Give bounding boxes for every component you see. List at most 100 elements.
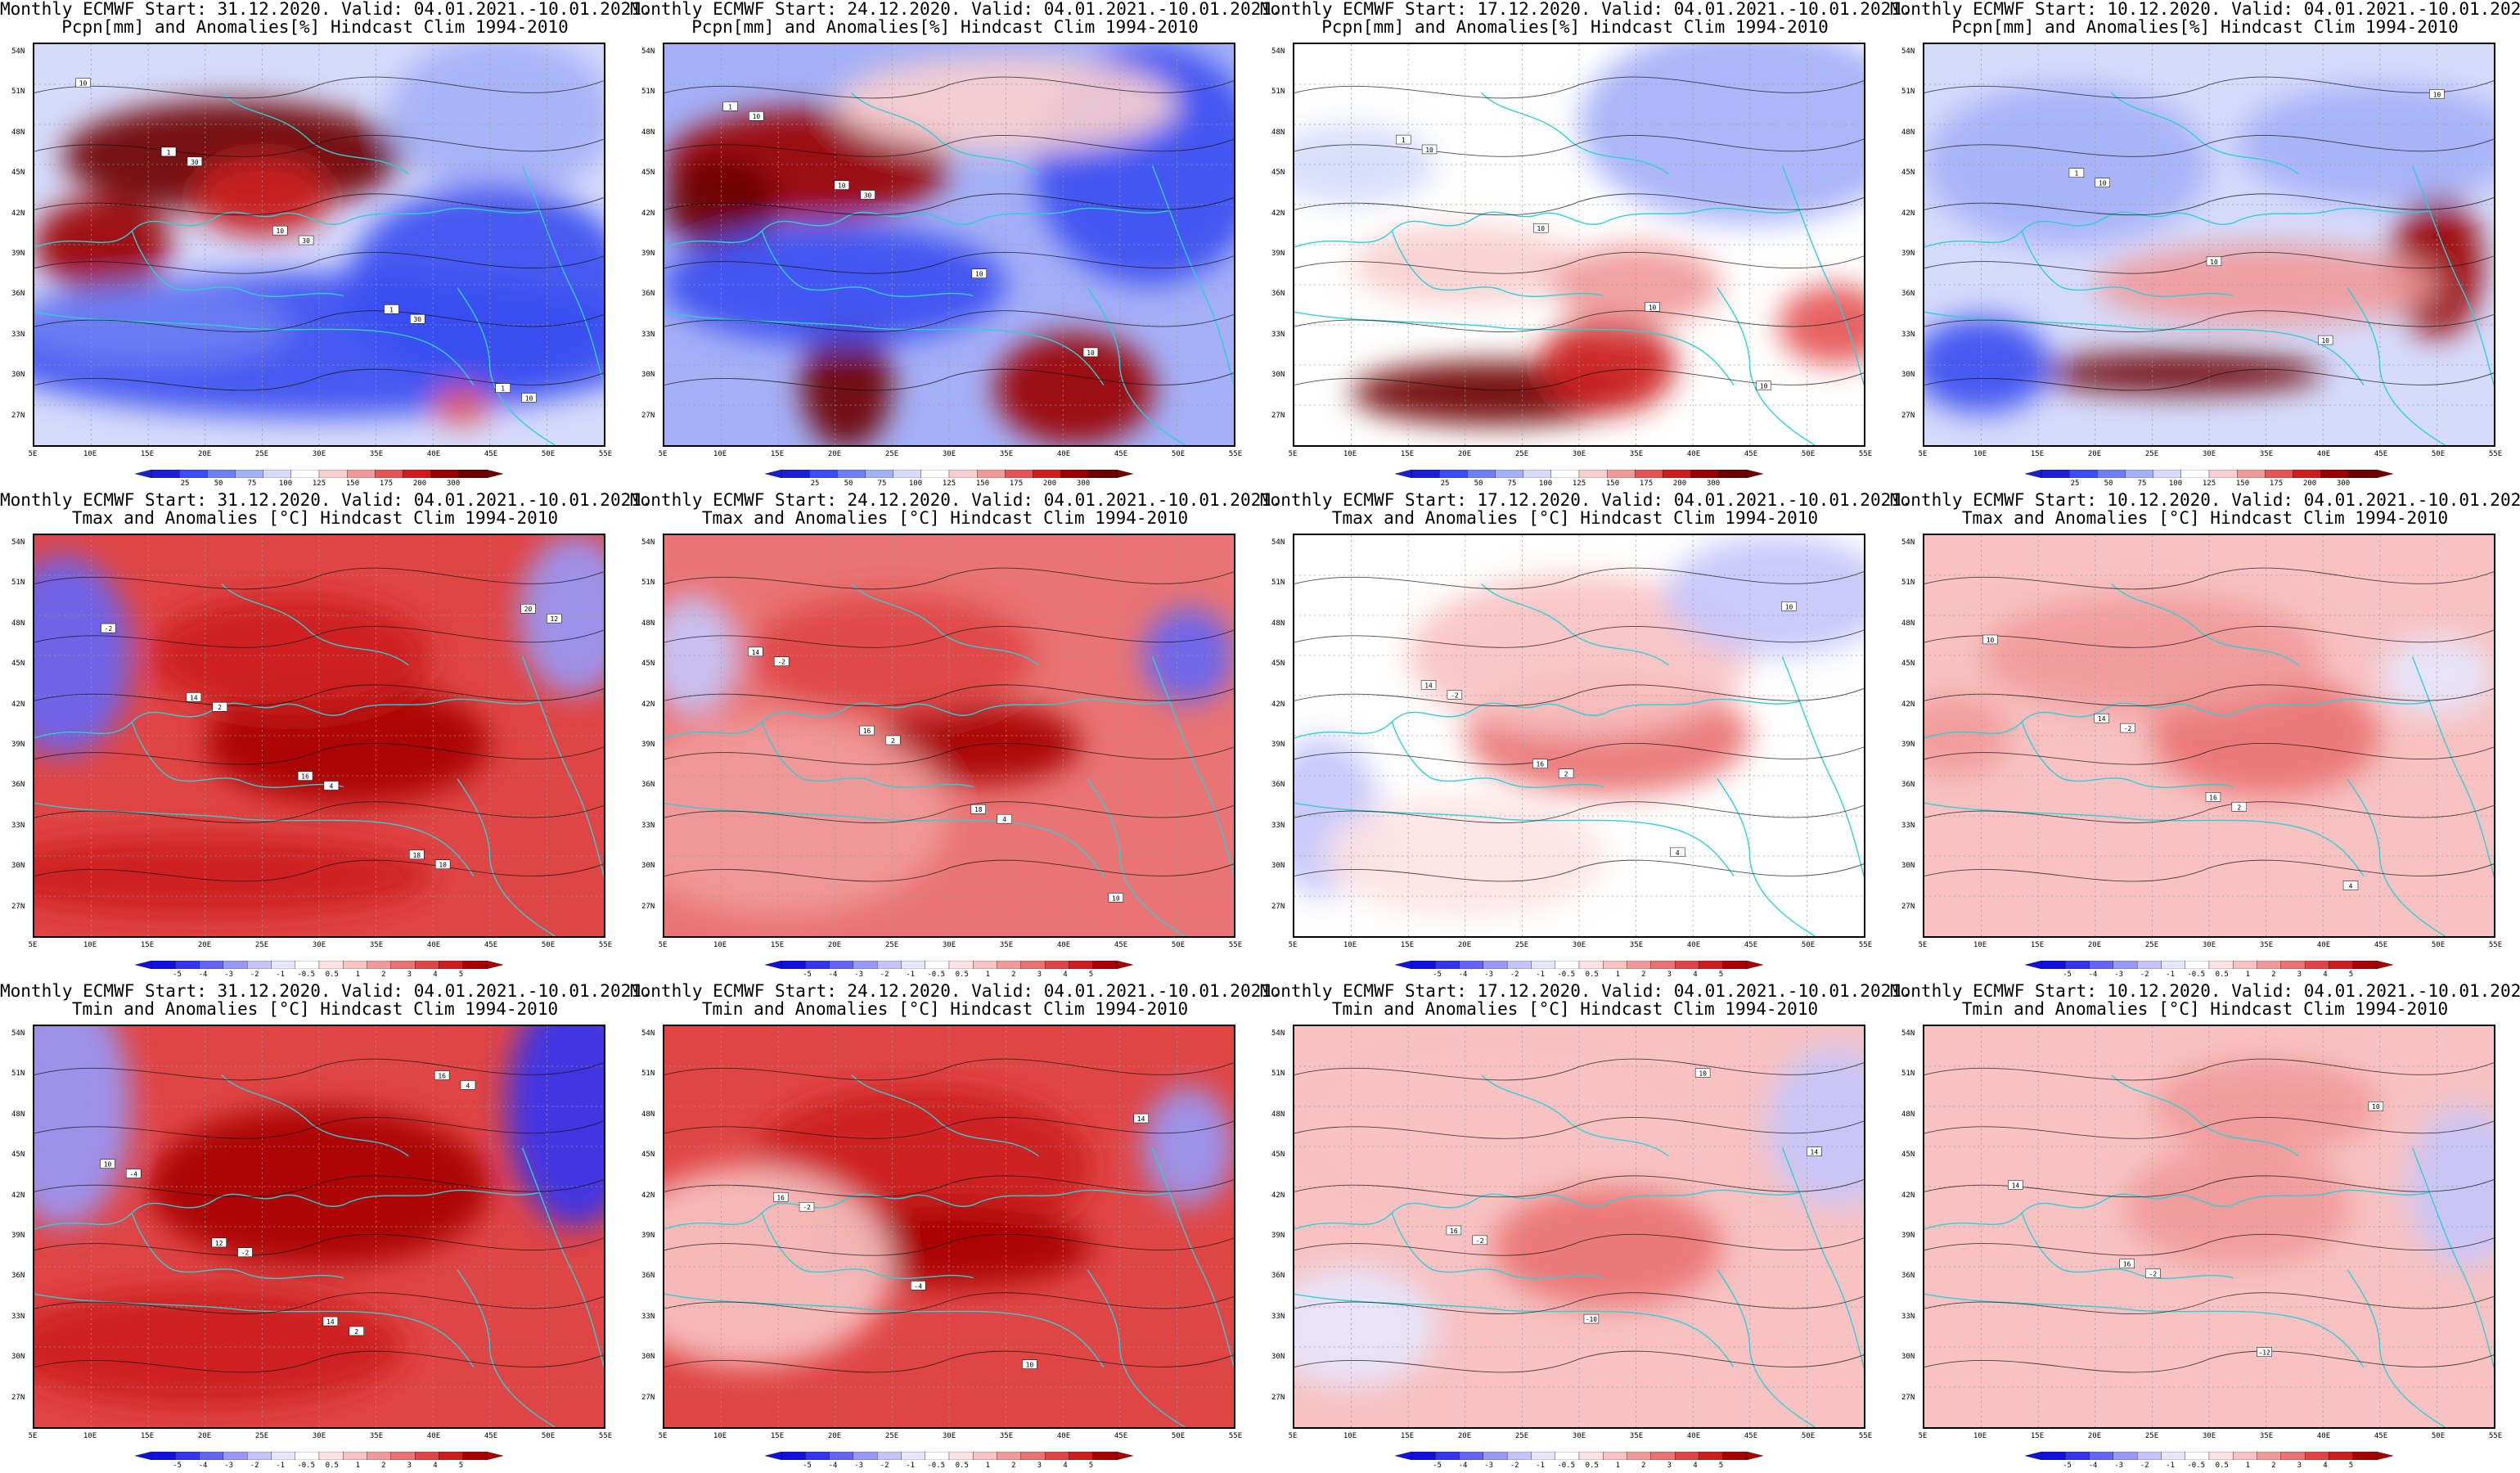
latitude-label: 30N [1901,862,1915,871]
latitude-label: 48N [1271,1110,1285,1119]
colorbar-swatch [781,470,810,478]
latitude-label: 51N [641,88,655,97]
latitude-label: 51N [641,579,655,588]
colorbar-tick-label: 50 [1474,480,1483,488]
colorbar-swatch [1603,961,1627,969]
anomaly-field: 10 30 10 10 1 10 [664,44,1234,445]
latitude-label: 54N [641,538,655,547]
colorbar [2025,1452,2393,1460]
forecast-panel: Monthly ECMWF Start: 10.12.2020. Valid: … [1890,491,2520,982]
latitude-label: 30N [641,1353,655,1362]
longitude-label: 15E [140,941,155,949]
contour-label: 4 [330,782,334,790]
contour-label: 4 [1676,849,1680,857]
colorbar-swatch [1506,1452,1532,1460]
colorbar-swatch [1506,961,1532,969]
anomaly-region [34,1286,405,1408]
longitude-label: 55E [1858,450,1873,458]
panel-title: Monthly ECMWF Start: 31.12.2020. Valid: … [0,0,652,19]
longitude-label: 55E [1228,450,1243,458]
colorbar-swatch [151,470,180,478]
colorbar-tick-label: 3 [1037,1462,1042,1470]
colorbar-tick-label: -1 [1536,1462,1546,1470]
colorbar-arrow-left [1395,961,1412,969]
colorbar-swatch [893,470,921,478]
contour-label-box [1472,1235,1487,1246]
forecast-panel: Monthly ECMWF Start: 17.12.2020. Valid: … [1260,0,1912,491]
latitude-label: 33N [1271,1312,1285,1321]
colorbar-swatch [837,470,866,478]
contour-label: 2 [218,704,222,711]
longitude-label: 35E [1629,941,1644,949]
latitude-label: 27N [1271,1393,1285,1402]
anomaly-field: -2 -10 10 14 16 [1294,1026,1864,1427]
latitude-label: 33N [641,821,655,830]
longitude-label: 30E [942,1432,956,1440]
colorbar-swatch [2136,1452,2162,1460]
colorbar-swatch [439,961,463,969]
colorbar-swatch [1674,1452,1699,1460]
colorbar-tick-label: -0.5 [2187,971,2206,979]
longitude-label: 55E [1858,1432,1873,1440]
longitude-label: 30E [312,1432,326,1440]
latitude-label: 54N [1901,47,1915,56]
longitude-label: 25E [884,1432,899,1440]
contour-label-box [1781,601,1797,611]
colorbar-tick-label: -2 [250,1462,259,1470]
colorbar-tick-label: 5 [1718,1462,1724,1470]
latitude-label: 36N [1271,781,1285,790]
colorbar-swatch [1578,961,1604,969]
anomaly-region [1294,1267,1437,1387]
colorbar-swatch [1550,470,1580,478]
latitude-label: 48N [1901,128,1915,137]
latitude-label: 54N [1271,538,1285,547]
longitude-label: 55E [2488,450,2503,458]
colorbar-tick-label: 3 [1667,1462,1672,1470]
longitude-label: 30E [942,450,956,458]
colorbar-tick-label: -4 [198,971,208,979]
contour-label: 16 [2123,1261,2131,1268]
anomaly-region [1924,696,2010,776]
latitude-label: 27N [1901,411,1915,420]
longitude-label: 15E [2030,941,2045,949]
contour-label-box [1533,223,1549,233]
colorbar-swatch [318,470,348,478]
latitude-label: 51N [1271,1070,1285,1079]
colorbar-swatch [1718,470,1748,478]
colorbar-tick-label: -0.5 [297,1462,316,1470]
latitude-label: 54N [11,1029,25,1038]
latitude-label: 54N [1271,47,1285,56]
colorbar-tick-label: 5 [2348,1462,2354,1470]
latitude-label: 33N [11,1312,25,1321]
longitude-label: 35E [999,1432,1014,1440]
colorbar-swatch [948,961,974,969]
colorbar-swatch [876,1452,902,1460]
latitude-label: 45N [1901,660,1915,669]
anomaly-region [875,703,1081,784]
longitude-label: 55E [598,941,613,949]
coastline [1294,583,1864,936]
colorbar-arrow-right [486,961,503,969]
colorbar-tick-label: -4 [1458,1462,1468,1470]
latitude-label: 42N [1901,1191,1915,1200]
longitude-label: 30E [2202,450,2216,458]
anomaly-region [387,44,604,197]
longitude-label: 35E [369,1432,384,1440]
colorbar-swatch [781,1452,806,1460]
latitude-label: 45N [1271,169,1285,178]
colorbar-tick-label: 2 [2271,971,2276,979]
contour-label-box [2257,1347,2272,1357]
colorbar-tick-label: 4 [1063,971,1068,979]
longitude-label: 10E [713,450,727,458]
colorbar-tick-label: -1 [276,1462,286,1470]
latitude-label: 45N [11,169,25,178]
anomaly-field: 10 10 10 10 1 [1924,44,2494,445]
contour-label-box [885,735,901,746]
contour-label-box [100,1159,115,1169]
contour-label-box [772,1192,789,1202]
latitude-label: 42N [1901,700,1915,709]
longitude-label: 50E [1801,941,1816,949]
latitude-label: 27N [1901,1393,1915,1402]
anomaly-field: -2 2 4 10 14 16 [1924,535,2494,936]
forecast-panel: Monthly ECMWF Start: 31.12.2020. Valid: … [0,491,652,982]
